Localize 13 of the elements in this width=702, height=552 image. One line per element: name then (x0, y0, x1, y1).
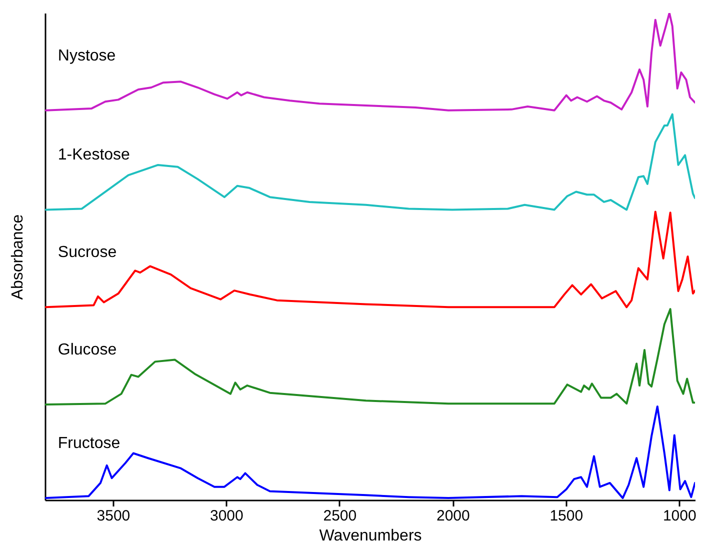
x-tick-label: 2500 (323, 508, 357, 524)
text: Nystose (58, 47, 116, 64)
series-label: Glucose (58, 342, 117, 359)
series-label: Fructose (58, 435, 120, 452)
y-axis-title: Absorbance (10, 214, 26, 300)
x-tick-label: 3000 (210, 508, 244, 524)
x-tick-label: 1000 (662, 508, 696, 524)
x-axis-title: Wavenumbers (319, 528, 422, 544)
series-label: Sucrose (58, 244, 117, 262)
series-label: 1-Kestose (58, 146, 130, 164)
x-tick-label: 1500 (550, 508, 584, 524)
x-tick-label: 3500 (96, 508, 130, 524)
x-tick-label: 2000 (436, 508, 470, 524)
